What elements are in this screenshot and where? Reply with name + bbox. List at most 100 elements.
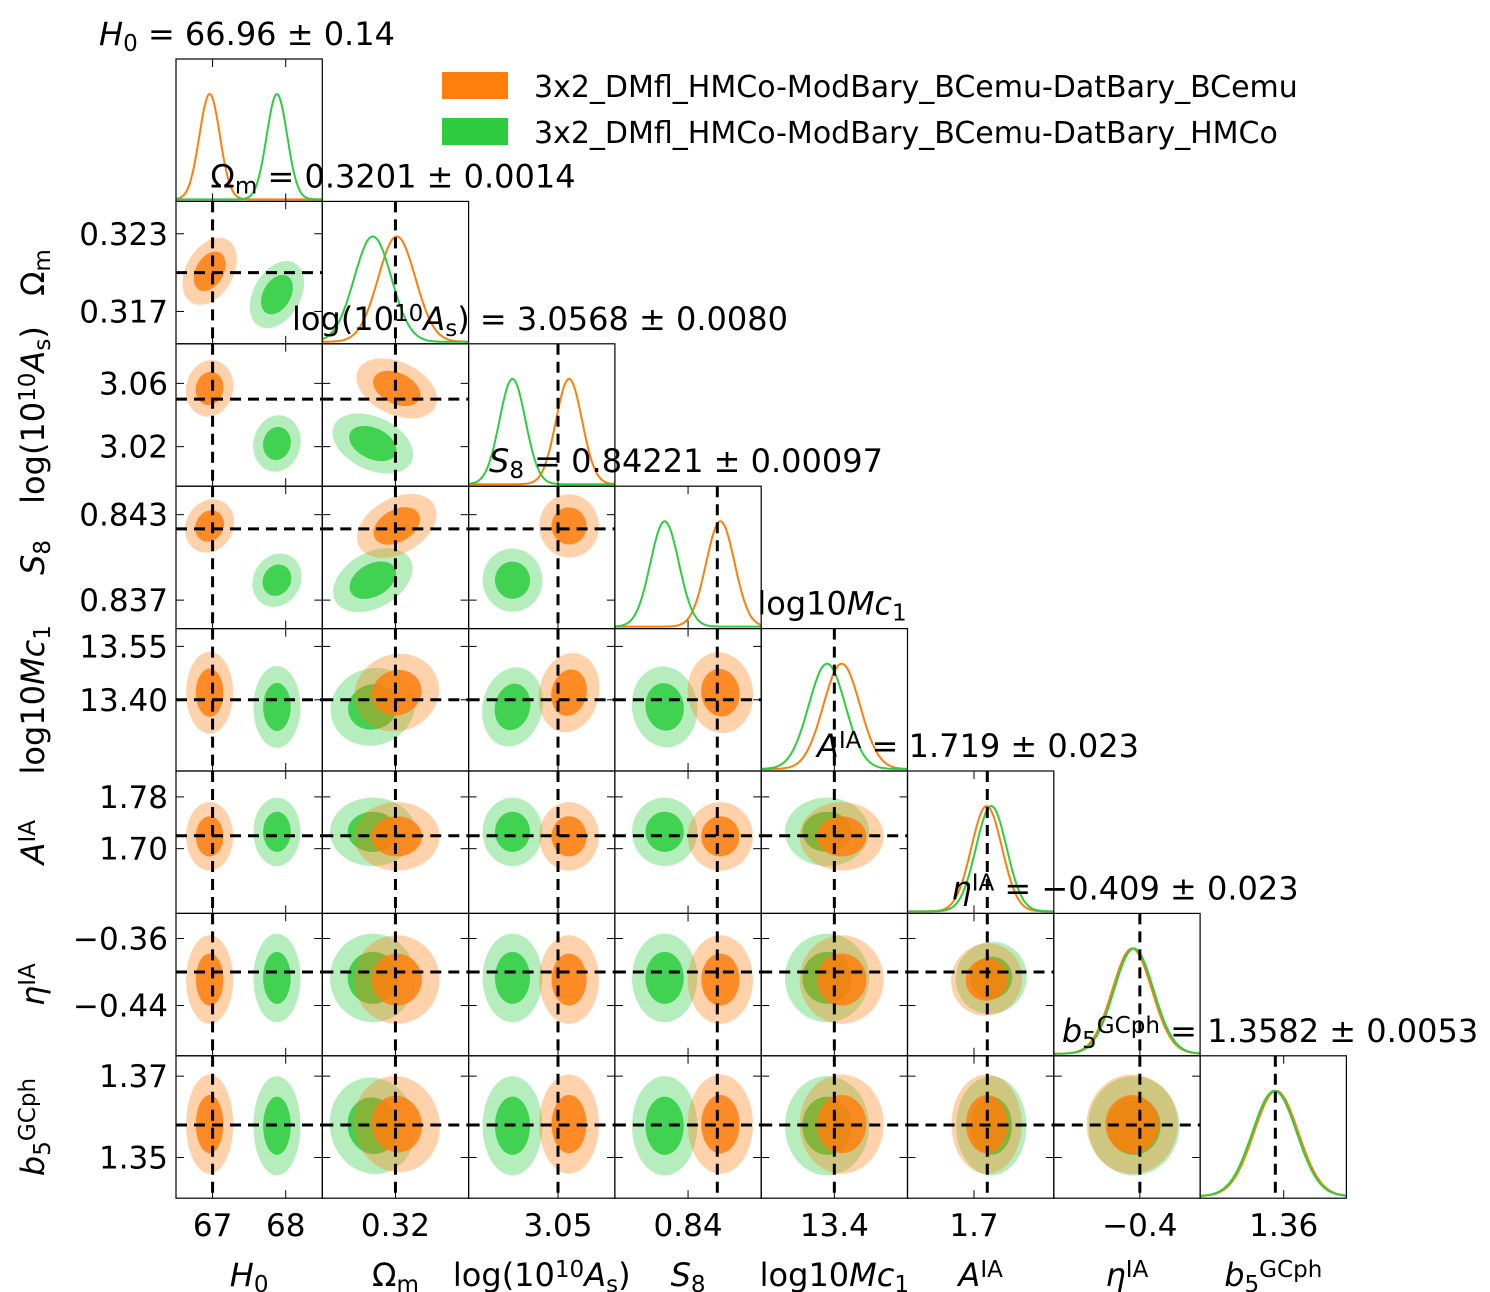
marginal-orange-S8 xyxy=(614,520,762,628)
panel-frame xyxy=(614,485,762,630)
contour-orange xyxy=(185,499,235,553)
panel-content xyxy=(176,771,323,914)
contour-green xyxy=(632,1076,698,1176)
y-tick-label-logAs: 3.02 xyxy=(99,430,168,466)
panel-content xyxy=(176,628,323,771)
panel-content xyxy=(322,201,469,344)
marginal-green-b5 xyxy=(1200,1089,1347,1197)
contour-1sigma-green xyxy=(494,561,531,599)
panel-AIA-log10Mc1 xyxy=(760,770,909,914)
contour-orange xyxy=(185,360,234,417)
panel-content xyxy=(614,1055,762,1199)
panel-log10Mc1-S8 xyxy=(614,627,762,772)
panel-log10Mc1-Om xyxy=(321,627,470,772)
contour-1sigma-green xyxy=(262,564,292,596)
contour-green xyxy=(482,667,543,747)
panel-S8-S8 xyxy=(614,485,762,630)
y-axis-label-b5: b5GCph xyxy=(14,1078,56,1176)
y-axis-label-AIA: AIA xyxy=(14,820,52,867)
x-tick-label-AIA: 1.7 xyxy=(949,1208,998,1244)
contour-1sigma-orange xyxy=(193,251,226,292)
panel-log10Mc1-logAs xyxy=(468,627,616,772)
y-tick-label-etaIA: −0.44 xyxy=(73,989,168,1025)
contour-orange xyxy=(186,802,234,871)
contour-1sigma-orange xyxy=(701,668,740,717)
panel-content xyxy=(322,343,469,487)
legend: 3x2_DMfl_HMCo-ModBary_BCemu-DatBary_BCem… xyxy=(442,70,1298,151)
contour-1sigma-orange xyxy=(551,669,587,716)
title-logAs: log(1010As) = 3.0568 ± 0.0080 xyxy=(292,300,788,342)
panel-content xyxy=(614,628,762,771)
y-axis-label-etaIA: ηIA xyxy=(14,963,52,1006)
contour-1sigma-orange xyxy=(965,958,1008,1001)
panel-etaIA-H0 xyxy=(175,912,323,1057)
panel-content xyxy=(761,771,908,914)
contour-1sigma-orange xyxy=(551,507,587,545)
contour-1sigma-orange xyxy=(195,371,224,406)
panel-content xyxy=(614,771,762,914)
y-tick-label-logAs: 3.06 xyxy=(99,366,168,402)
panel-content xyxy=(907,913,1054,1056)
title-Om: Ωm = 0.3201 ± 0.0014 xyxy=(210,157,575,199)
contour-orange xyxy=(539,494,599,558)
panel-logAs-logAs xyxy=(468,343,616,487)
panel-b5-S8 xyxy=(614,1055,762,1199)
panel-content xyxy=(176,92,323,201)
panel-logAs-H0 xyxy=(175,343,323,487)
marginal-orange-logAs xyxy=(468,377,615,486)
contour-green xyxy=(632,797,698,867)
contour-green xyxy=(482,797,543,867)
panel-S8-H0 xyxy=(175,485,323,630)
panels-layer xyxy=(175,58,1347,1199)
contour-1sigma-green xyxy=(263,682,291,731)
panel-content xyxy=(176,1055,323,1199)
x-tick-label-Om: 0.32 xyxy=(361,1208,430,1244)
contour-green xyxy=(482,548,543,612)
contour-1sigma-green xyxy=(645,951,684,1004)
title-AIA: AIA = 1.719 ± 0.023 xyxy=(815,727,1139,765)
panel-content xyxy=(322,913,469,1056)
contour-1sigma-orange xyxy=(195,816,224,857)
x-axis-label-S8: S8 xyxy=(671,1256,706,1292)
x-axis-label-logAs: log(1010As) xyxy=(453,1256,631,1292)
contour-1sigma-green xyxy=(263,811,291,852)
panel-logAs-Om xyxy=(321,343,470,487)
panel-content xyxy=(468,486,615,629)
contour-1sigma-green xyxy=(494,683,531,731)
panel-content xyxy=(907,1055,1054,1199)
panel-etaIA-AIA xyxy=(906,912,1055,1057)
y-tick-label-AIA: 1.78 xyxy=(99,780,168,816)
panel-S8-logAs xyxy=(468,485,616,630)
contour-green xyxy=(253,797,301,867)
legend-swatch xyxy=(442,72,508,99)
y-tick-label-S8: 0.837 xyxy=(79,583,168,619)
panel-content xyxy=(614,913,762,1056)
panel-content xyxy=(176,486,323,629)
panel-b5-b5 xyxy=(1199,1055,1347,1199)
marginal-orange-H0 xyxy=(176,93,323,201)
contour-green xyxy=(631,666,698,748)
contour-green xyxy=(482,933,543,1023)
x-tick-label-logAs: 3.05 xyxy=(523,1208,592,1244)
contour-1sigma-green xyxy=(349,425,397,462)
contour-green xyxy=(632,933,698,1023)
panel-content xyxy=(176,913,323,1056)
y-tick-label-log10Mc1: 13.55 xyxy=(79,629,168,665)
contour-1sigma-orange xyxy=(816,953,867,1006)
panel-AIA-Om xyxy=(321,770,470,914)
panel-etaIA-etaIA xyxy=(1053,912,1201,1057)
panel-AIA-AIA xyxy=(906,770,1055,914)
contour-orange xyxy=(186,651,234,734)
panel-content xyxy=(176,201,323,344)
panel-AIA-H0 xyxy=(175,770,323,914)
panel-b5-Om xyxy=(321,1055,470,1199)
panel-content xyxy=(614,486,762,629)
panel-content xyxy=(761,1055,908,1199)
contour-1sigma-orange xyxy=(551,953,587,1006)
panel-etaIA-Om xyxy=(321,912,470,1057)
title-b5: b5GCph = 1.3582 ± 0.0053 xyxy=(1062,1012,1478,1054)
panel-log10Mc1-H0 xyxy=(175,627,323,772)
panel-etaIA-logAs xyxy=(468,912,616,1057)
panel-b5-logAs xyxy=(468,1055,616,1199)
title-etaIA: ηIA = −0.409 ± 0.023 xyxy=(951,869,1298,907)
